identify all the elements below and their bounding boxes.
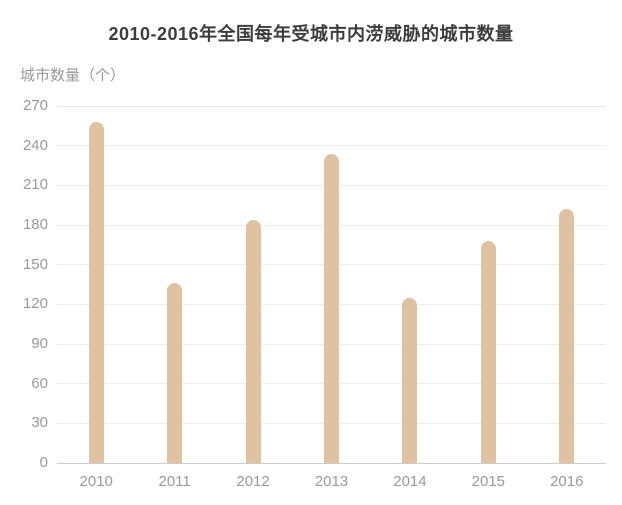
x-tick-label-2012: 2012 bbox=[236, 473, 270, 490]
x-tick-label-2013: 2013 bbox=[314, 473, 349, 490]
chart-title: 2010-2016年全国每年受城市内涝威胁的城市数量 bbox=[108, 24, 514, 44]
bar-2016 bbox=[559, 209, 575, 463]
x-tick-label-2016: 2016 bbox=[550, 473, 584, 490]
y-tick-label-210: 210 bbox=[22, 176, 48, 194]
gridline-270 bbox=[57, 105, 606, 107]
gridline-240 bbox=[57, 145, 606, 147]
y-tick-label-270: 270 bbox=[22, 97, 48, 114]
bar-2012 bbox=[245, 219, 261, 463]
y-tick-label-180: 180 bbox=[22, 216, 48, 233]
x-tick-label-2015: 2015 bbox=[471, 473, 506, 490]
y-tick-label-150: 150 bbox=[22, 255, 48, 273]
y-tick-label-90: 90 bbox=[31, 335, 48, 352]
x-axis-line bbox=[57, 462, 606, 464]
bar-2013 bbox=[324, 153, 339, 463]
bar-2014 bbox=[402, 297, 418, 463]
y-tick-label-0: 0 bbox=[39, 454, 48, 471]
x-tick-label-2011: 2011 bbox=[158, 473, 191, 490]
y-tick-label-60: 60 bbox=[31, 374, 48, 392]
y-tick-label-240: 240 bbox=[22, 136, 48, 154]
y-tick-label-30: 30 bbox=[31, 414, 48, 432]
bar-2015 bbox=[480, 240, 496, 463]
y-axis-label: 城市数量（个） bbox=[20, 67, 126, 84]
bar-2010 bbox=[88, 121, 104, 463]
bar-2011 bbox=[167, 283, 183, 463]
y-tick-label-120: 120 bbox=[22, 295, 48, 313]
x-tick-label-2014: 2014 bbox=[393, 473, 427, 490]
x-tick-label-2010: 2010 bbox=[79, 473, 113, 490]
